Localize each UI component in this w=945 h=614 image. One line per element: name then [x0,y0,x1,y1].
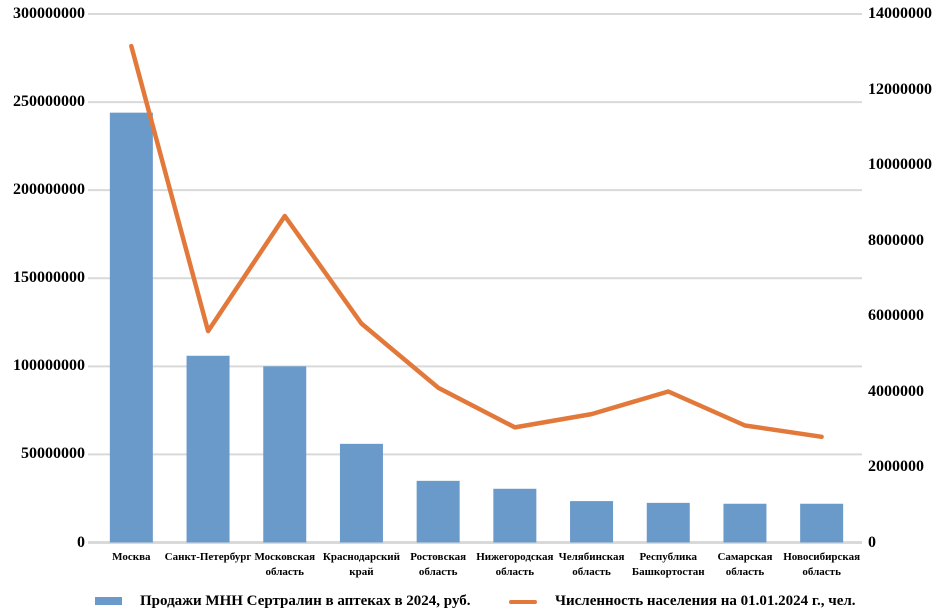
category-label-line: Ростовская [410,551,467,563]
category-label-line: область [265,566,305,578]
bar-series-swatch-icon [95,597,122,605]
legend-label-sales: Продажи МНН Сертралин в аптеках в 2024, … [140,593,471,609]
category-label-line: Краснодарский [322,551,400,563]
category-label-8: Самарская область [700,550,790,580]
left-axis-tick-5: 250000000 [13,93,85,111]
bar-3 [339,443,383,543]
category-label-line: Республика [639,551,698,563]
category-label-1: Санкт-Петербург [163,550,253,565]
category-label-5: Нижегородская область [470,550,560,580]
category-label-line: край [349,566,374,578]
right-axis-tick-2: 4000000 [868,382,924,400]
category-label-line: область [495,566,535,578]
right-axis-tick-7: 14000000 [868,5,932,22]
bar-9 [800,503,844,543]
category-label-line: область [572,566,611,578]
legend: Продажи МНН Сертралин в аптеках в 2024, … [0,590,945,614]
category-label-line: Башкортостан [631,566,705,578]
population-line [129,43,824,440]
left-axis-tick-2: 100000000 [13,357,85,375]
category-label-line: область [725,566,765,578]
bar-6 [570,501,614,543]
bar-1 [186,355,230,543]
bar-5 [493,488,537,543]
left-axis-tick-3: 150000000 [13,269,85,287]
right-axis-tick-1: 2000000 [868,458,924,475]
category-label-line: Санкт-Петербург [164,551,252,563]
category-label-line: Новосибирская [783,551,861,563]
right-axis-tick-4: 8000000 [868,231,924,249]
right-axis-tick-5: 10000000 [868,156,932,173]
category-label-3: Краснодарский край [316,550,406,580]
bar-7 [646,502,690,543]
category-label-line: область [802,566,841,578]
right-axis-tick-0: 0 [868,533,876,551]
category-label-0: Москва [86,550,176,565]
category-label-line: Московская [254,551,316,563]
left-axis-tick-6: 300000000 [13,5,85,22]
category-label-2: Московская область [240,550,330,580]
category-label-7: Республика Башкортостан [623,550,713,580]
category-label-4: Ростовская область [393,550,483,580]
line-series-swatch-icon [509,600,537,604]
category-label-line: Москва [112,551,151,563]
bar-0 [109,112,153,543]
category-label-line: Нижегородская [476,551,554,563]
legend-label-population: Численность населения на 01.01.2024 г., … [555,593,856,609]
bar-8 [723,503,767,543]
category-label-line: Челябинская [558,551,625,563]
right-axis-tick-6: 12000000 [868,80,932,98]
right-axis-tick-3: 6000000 [868,307,924,324]
left-axis-tick-1: 50000000 [21,445,85,463]
category-label-line: область [418,566,458,578]
left-axis-tick-0: 0 [77,533,85,551]
left-axis-tick-4: 200000000 [13,181,85,199]
bar-2 [263,366,307,543]
category-label-9: Новосибирская область [777,550,867,580]
bar-4 [416,480,460,543]
category-label-6: Челябинская область [547,550,637,580]
category-label-line: Самарская [717,551,773,563]
